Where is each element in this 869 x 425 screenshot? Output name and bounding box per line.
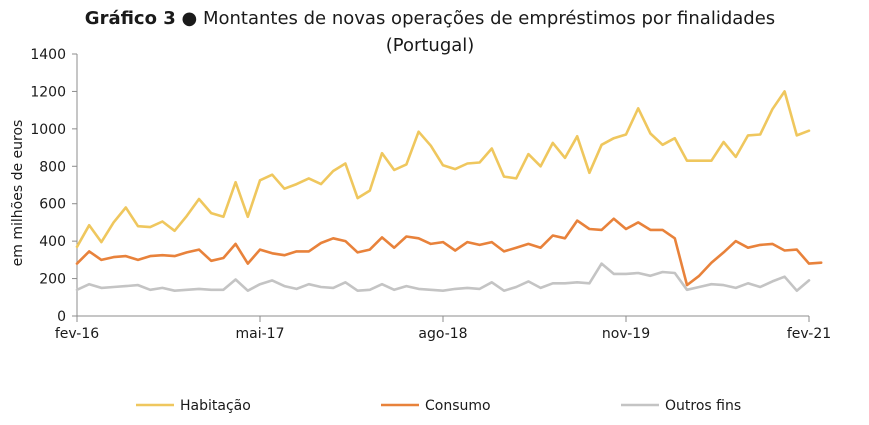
series-line-habita-o — [75, 90, 811, 249]
y-tick-label: 600 — [39, 197, 66, 213]
legend: Habitação Consumo Outros fins — [136, 398, 741, 414]
chart-title: Gráfico 3 ● Montantes de novas operações… — [60, 5, 800, 59]
x-tick-label: fev-16 — [55, 326, 99, 342]
legend-label: Habitação — [180, 398, 251, 414]
y-tick-label: 400 — [39, 234, 66, 250]
series-line-outros-fins — [75, 262, 811, 293]
x-axis: fev-16 mai-17 ago-18 nov-19 fev-21 — [55, 315, 831, 342]
series-lines — [75, 90, 823, 293]
y-tick-label: 1400 — [30, 47, 66, 63]
chart-title-bold: Gráfico 3 — [84, 8, 176, 29]
legend-label: Consumo — [425, 398, 491, 414]
x-tick-label: mai-17 — [236, 326, 285, 342]
y-axis-label: em milhões de euros — [10, 120, 26, 267]
y-axis: 0 200 400 600 800 1000 1200 1400 — [30, 47, 78, 325]
legend-label: Outros fins — [665, 398, 741, 414]
series-line-consumo — [75, 217, 823, 287]
x-tick-label: fev-21 — [787, 326, 831, 342]
y-tick-label: 0 — [57, 309, 66, 325]
y-tick-label: 1000 — [30, 122, 66, 138]
x-tick-label: nov-19 — [602, 326, 650, 342]
y-tick-label: 800 — [39, 159, 66, 175]
x-tick-label: ago-18 — [418, 326, 467, 342]
chart-title-rest: Montantes de novas operações de emprésti… — [202, 8, 776, 56]
y-tick-label: 1200 — [30, 84, 66, 100]
y-tick-label: 200 — [39, 272, 66, 288]
chart-title-separator: ● — [181, 8, 198, 29]
